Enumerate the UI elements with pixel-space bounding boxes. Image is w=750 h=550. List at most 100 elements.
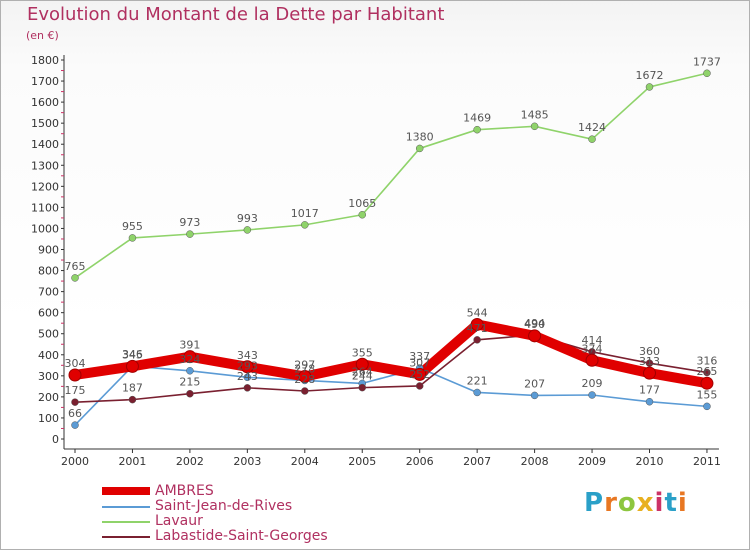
y-tick-label: 1400 [31,138,59,151]
data-label: 1485 [521,108,549,121]
legend-label-lavaur: Lavaur [155,513,203,529]
y-tick-label: 600 [38,307,59,320]
data-point [700,376,714,390]
data-label: 215 [179,376,200,389]
data-point [128,395,137,404]
data-label: 1380 [406,130,434,143]
data-point [528,329,542,343]
data-point [588,391,596,399]
x-tick-label: 2009 [578,455,606,468]
legend-label-ambres: AMBRES [155,483,214,499]
data-point [355,357,369,371]
data-label: 1065 [348,197,376,210]
data-label: 297 [294,358,315,371]
logo-letter: x [636,488,655,518]
y-tick-label: 100 [38,412,59,425]
data-point [71,398,79,406]
x-tick-label: 2004 [291,455,319,468]
y-tick-label: 800 [38,265,59,278]
x-tick-label: 2002 [176,455,204,468]
y-tick-label: 1600 [31,96,59,109]
y-tick-label: 0 [52,433,59,446]
data-label: 265 [696,365,717,378]
data-label: 360 [639,345,660,358]
data-label: 177 [639,384,660,397]
data-point [703,402,711,411]
data-label: 346 [122,348,143,361]
data-label: 955 [122,220,143,233]
data-point [183,350,197,364]
data-labels: 304 345 391 343 297 355 307 544 490 374 313 265 66 34… [65,55,721,420]
y-tick-label: 1300 [31,159,59,172]
axes: 0 100 200 300 400 500 600 700 800 900 1000 1100 1200… [31,54,721,468]
series-line-ambres [70,319,712,389]
data-label: 316 [696,354,717,367]
series-line-labastide-saint-georges [74,334,708,403]
x-tick-label: 2007 [463,455,491,468]
y-tick-label: 1000 [31,222,59,235]
data-point [186,367,194,375]
data-point [645,83,654,91]
data-label: 471 [467,322,488,335]
data-label: 494 [524,317,545,330]
data-point [473,125,481,134]
y-tick-label: 1200 [31,180,59,193]
legend-swatch-saint-jean-de-rives [102,506,150,508]
data-point [240,360,254,374]
data-label: 209 [582,377,603,390]
logo-letter: r [604,488,618,518]
data-label: 221 [467,374,488,387]
data-label: 391 [179,339,200,352]
data-label: 414 [582,334,603,347]
y-tick-label: 300 [38,370,59,383]
data-label: 155 [696,388,717,401]
data-label: 244 [352,370,373,383]
data-point [71,421,79,429]
y-tick-label: 1700 [31,75,59,88]
data-label: 175 [65,384,86,397]
data-label: 324 [179,353,200,366]
y-tick-label: 700 [38,286,59,299]
series-lines [70,72,712,426]
data-point [585,353,599,367]
data-label: 243 [237,370,258,383]
data-label: 307 [409,356,430,369]
x-tick-label: 2008 [521,455,549,468]
chart-title: Evolution du Montant de la Dette par Hab… [27,4,445,25]
legend-swatch-lavaur [102,521,150,523]
chart-unit: (en €) [26,29,59,42]
data-point [186,389,194,398]
data-label: 252 [409,368,430,381]
data-label: 765 [65,260,86,273]
data-point [358,211,366,219]
data-label: 374 [582,342,603,355]
data-label: 973 [179,216,200,229]
data-label: 1672 [636,69,664,82]
data-label: 355 [352,346,373,359]
data-point [473,388,481,397]
data-point [243,384,252,392]
x-tick-label: 2006 [406,455,434,468]
y-tick-label: 500 [38,328,59,341]
logo-letter: o [617,488,637,518]
data-point [358,383,366,392]
legend-label-saint-jean-de-rives: Saint-Jean-de-Rives [155,498,293,514]
data-point [415,382,424,390]
logo-letter: t [664,488,678,518]
y-tick-label: 200 [38,391,59,404]
data-label: 304 [65,357,86,370]
y-tick-label: 1500 [31,117,59,130]
x-tick-label: 2005 [348,455,376,468]
x-tick-label: 2001 [118,455,146,468]
series-line-lavaur [74,72,708,279]
data-label: 1737 [693,55,721,68]
data-point [530,391,539,400]
x-tick-label: 2010 [636,455,664,468]
data-label: 993 [237,212,258,225]
y-tick-label: 900 [38,244,59,257]
logo-letter: i [677,488,688,518]
logo-letter: i [654,488,665,518]
data-point [643,366,656,380]
